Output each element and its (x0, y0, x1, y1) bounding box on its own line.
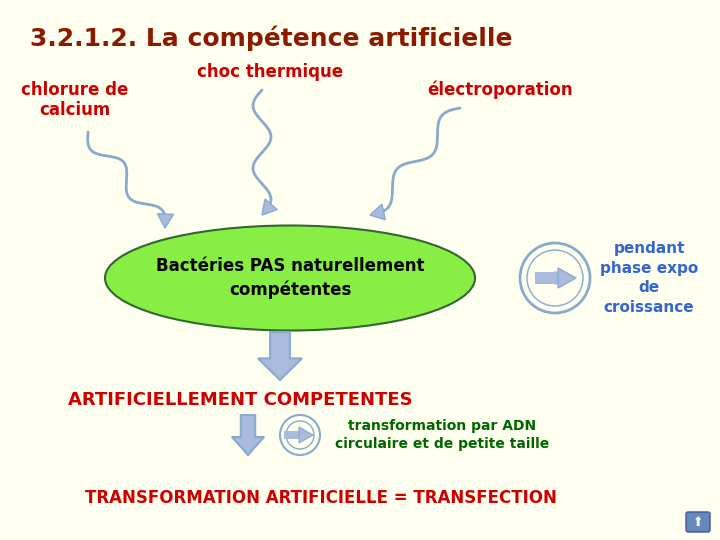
Text: électroporation: électroporation (427, 81, 573, 99)
Polygon shape (232, 415, 264, 455)
Circle shape (286, 421, 314, 449)
Polygon shape (258, 332, 302, 380)
Text: 3.2.1.2. La compétence artificielle: 3.2.1.2. La compétence artificielle (30, 25, 513, 51)
Text: transformation par ADN
circulaire et de petite taille: transformation par ADN circulaire et de … (335, 420, 549, 451)
Polygon shape (262, 199, 277, 215)
Text: chlorure de
calcium: chlorure de calcium (22, 80, 129, 119)
Polygon shape (284, 431, 299, 439)
Circle shape (280, 415, 320, 455)
Polygon shape (558, 268, 576, 288)
Ellipse shape (105, 226, 475, 330)
Text: TRANSFORMATION ARTIFICIELLE = TRANSFECTION: TRANSFORMATION ARTIFICIELLE = TRANSFECTI… (85, 489, 557, 507)
Text: ARTIFICIELLEMENT COMPETENTES: ARTIFICIELLEMENT COMPETENTES (68, 391, 413, 409)
Text: Bactéries PAS naturellement
compétentes: Bactéries PAS naturellement compétentes (156, 257, 424, 299)
Circle shape (527, 250, 583, 306)
Text: pendant
phase expo
de
croissance: pendant phase expo de croissance (600, 241, 698, 315)
Text: ⬆: ⬆ (693, 516, 703, 529)
Polygon shape (299, 427, 313, 443)
Polygon shape (370, 204, 385, 220)
Polygon shape (158, 214, 174, 228)
Circle shape (520, 243, 590, 313)
Text: choc thermique: choc thermique (197, 63, 343, 81)
FancyBboxPatch shape (686, 512, 710, 532)
Polygon shape (535, 272, 558, 284)
